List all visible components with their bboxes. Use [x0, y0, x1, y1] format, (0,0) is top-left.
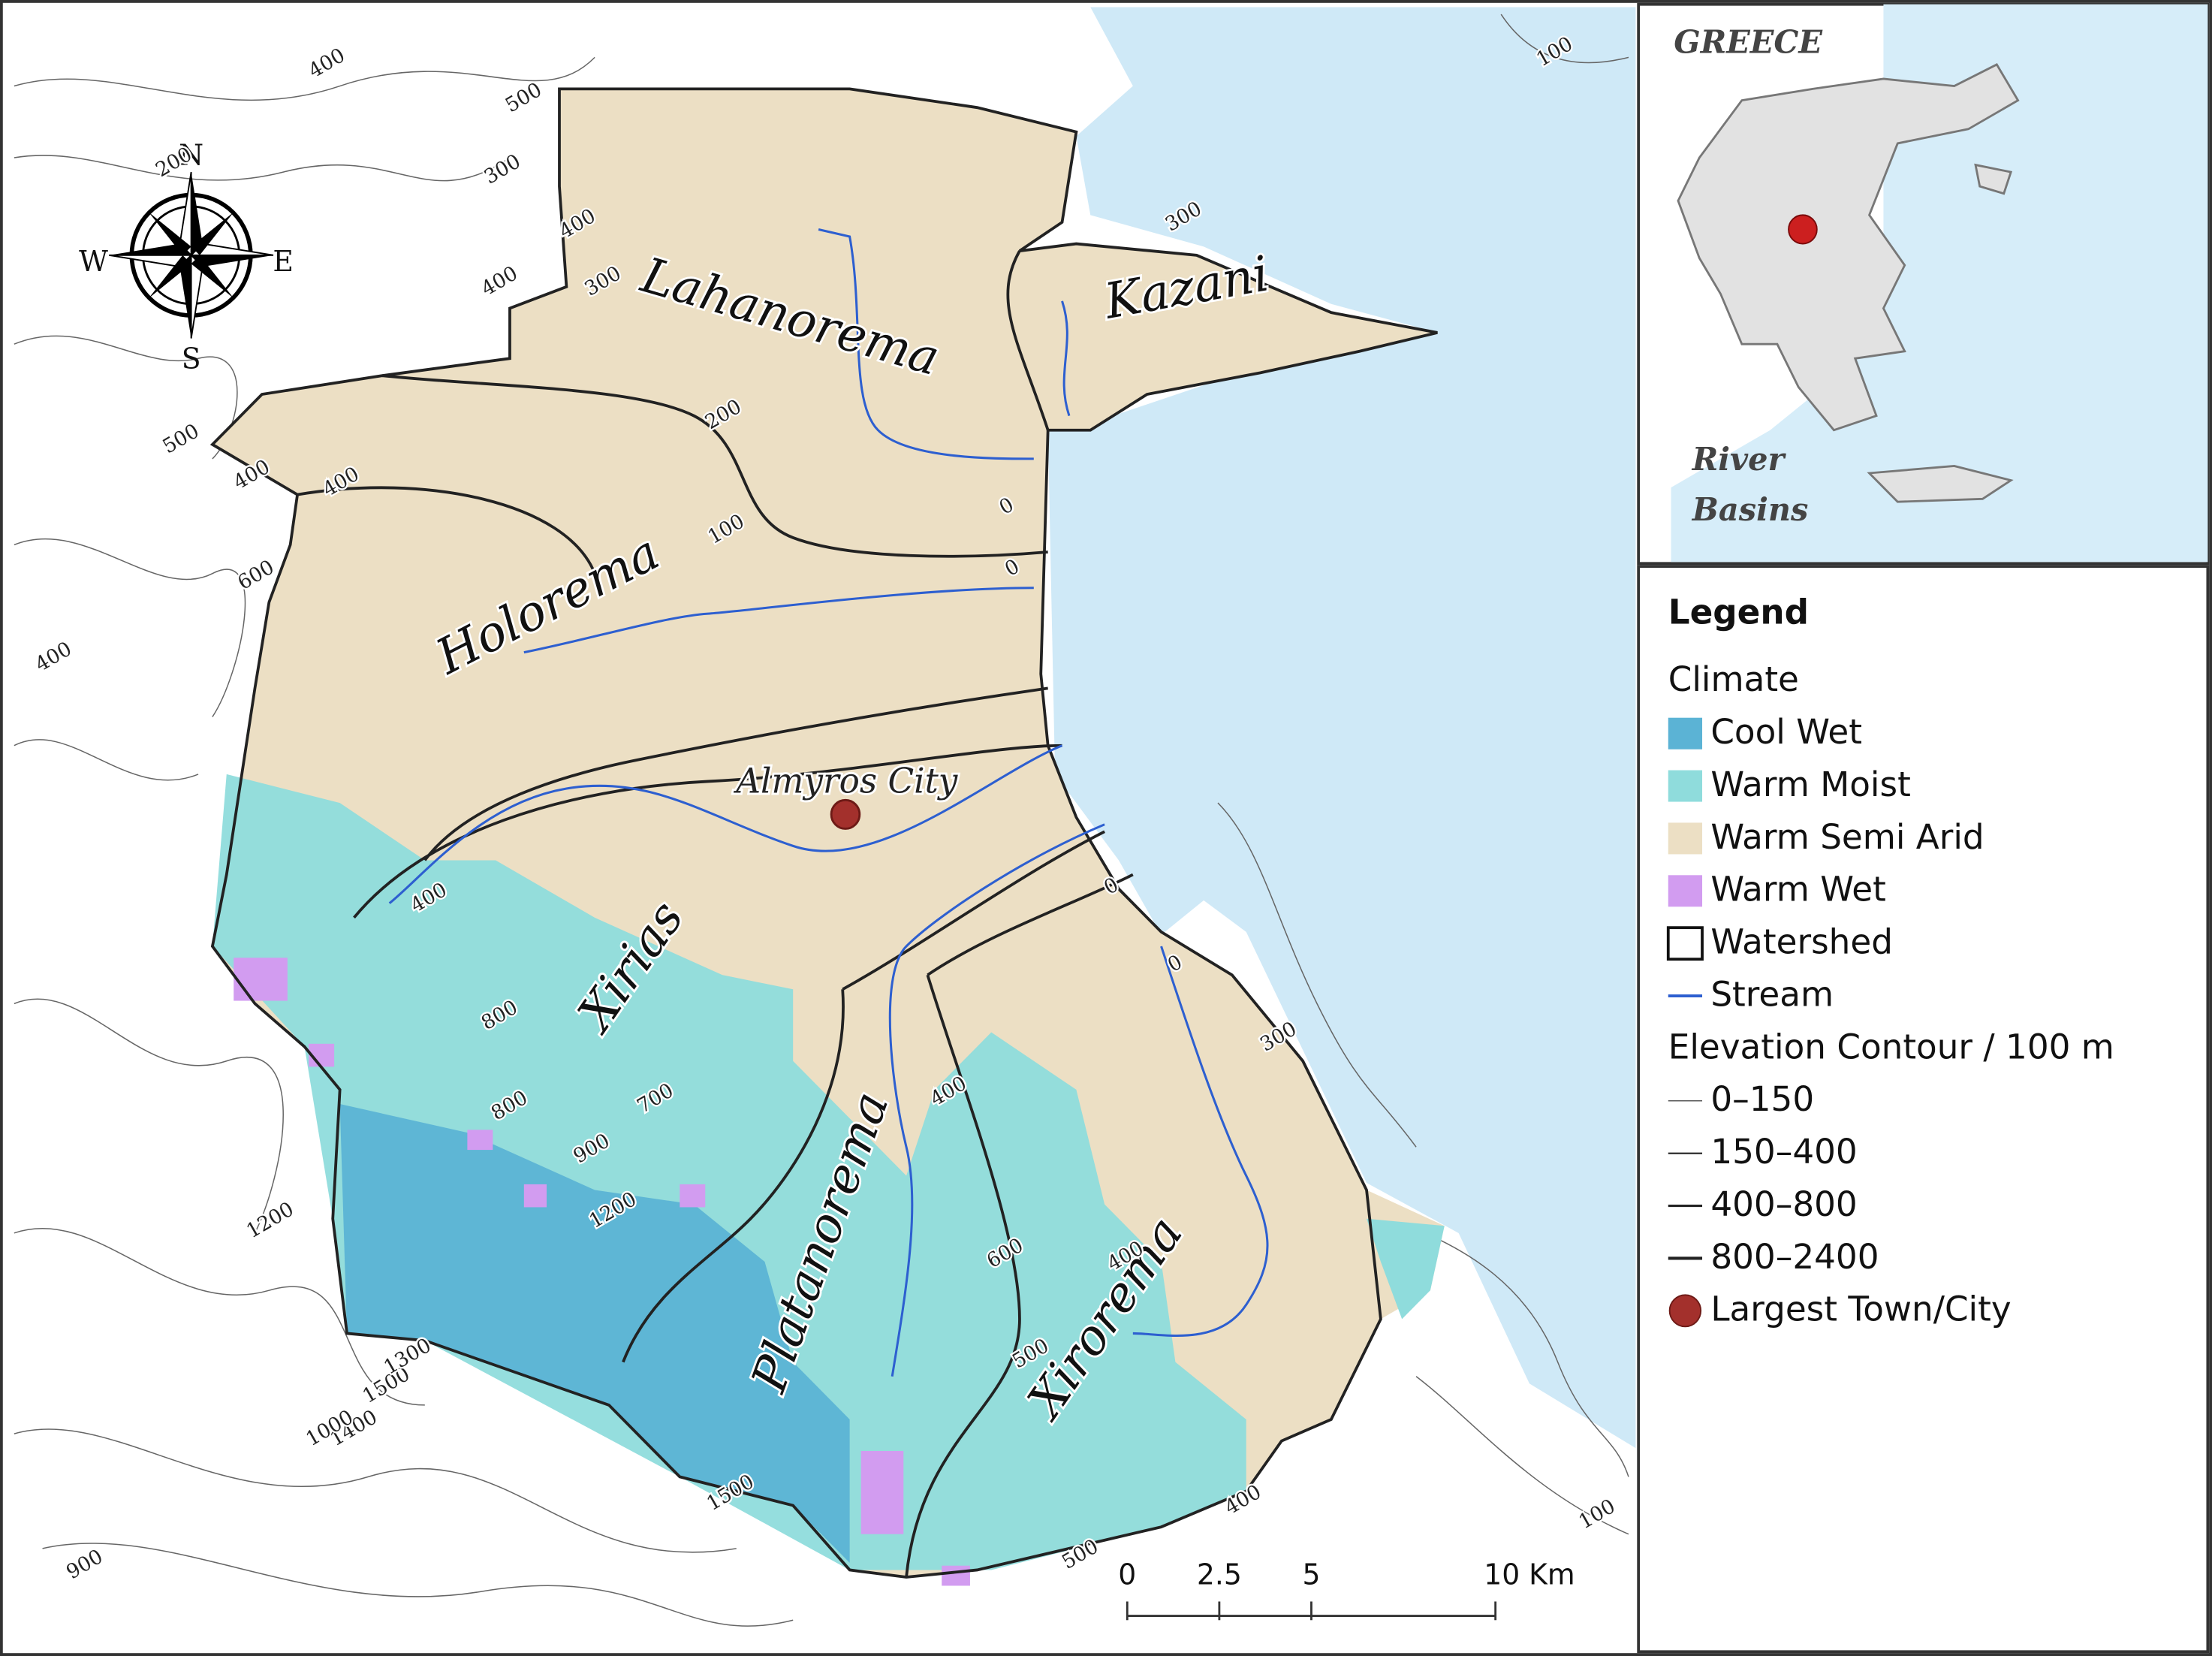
warm-wet-zone: [234, 958, 970, 1586]
legend-label: 0–150: [1710, 1079, 1814, 1119]
contour-lines: [14, 14, 1629, 1627]
legend-label: Warm Wet: [1710, 869, 1886, 909]
inset-caption: Basins: [1692, 491, 1809, 528]
legend-title: Legend: [1668, 592, 1809, 632]
city-marker: [830, 798, 861, 830]
inset-title: GREECE: [1674, 23, 1823, 60]
compass-letter: W: [79, 245, 108, 278]
legend-swatch: [1668, 1294, 1702, 1328]
legend-heading: Elevation Contour / 100 m: [1668, 1027, 2114, 1066]
legend-label: Watershed: [1710, 922, 1893, 961]
scale-label: 5: [1302, 1558, 1320, 1591]
legend-label: Warm Moist: [1710, 765, 1910, 804]
legend-swatch: [1668, 717, 1703, 750]
compass-rose: [109, 171, 274, 339]
scale-label: 2.5: [1197, 1558, 1242, 1591]
legend-swatch: [1668, 875, 1703, 907]
legend-heading: Climate: [1668, 659, 1799, 699]
streams: [388, 228, 1269, 1377]
compass-letter: S: [182, 342, 201, 375]
compass-letter: E: [273, 245, 294, 278]
legend-label: Cool Wet: [1710, 712, 1862, 752]
inset-sea: [1671, 4, 2208, 563]
sea: [1047, 7, 1636, 1449]
compass-letter: N: [179, 138, 203, 171]
legend-label: 400–800: [1710, 1184, 1857, 1224]
scale-label: 10 Km: [1484, 1558, 1575, 1591]
legend-label: 150–400: [1710, 1132, 1857, 1172]
legend-swatch: [1668, 822, 1703, 855]
legend-label: Largest Town/City: [1710, 1289, 2011, 1329]
legend-label: 800–2400: [1710, 1237, 1879, 1277]
scale-label: 0: [1118, 1558, 1136, 1591]
legend-label: Warm Semi Arid: [1710, 817, 1984, 857]
inset-caption: River: [1692, 441, 1787, 478]
legend-label: Stream: [1710, 974, 1834, 1014]
scale-bar: [1126, 1601, 1497, 1621]
legend-swatch: [1668, 770, 1703, 802]
legend-frame: [1637, 565, 2210, 1654]
legend-swatch: [1666, 926, 1704, 961]
warm-moist-zone: [1367, 1218, 1445, 1320]
inset-greece: [1677, 63, 2020, 503]
watershed-boundaries: [209, 87, 1438, 1579]
inset-basin-marker: [1788, 214, 1818, 245]
city-label: Almyros City: [733, 761, 958, 801]
cool-wet-zone: [339, 1104, 850, 1563]
warm-moist-zone: [212, 774, 1246, 1570]
